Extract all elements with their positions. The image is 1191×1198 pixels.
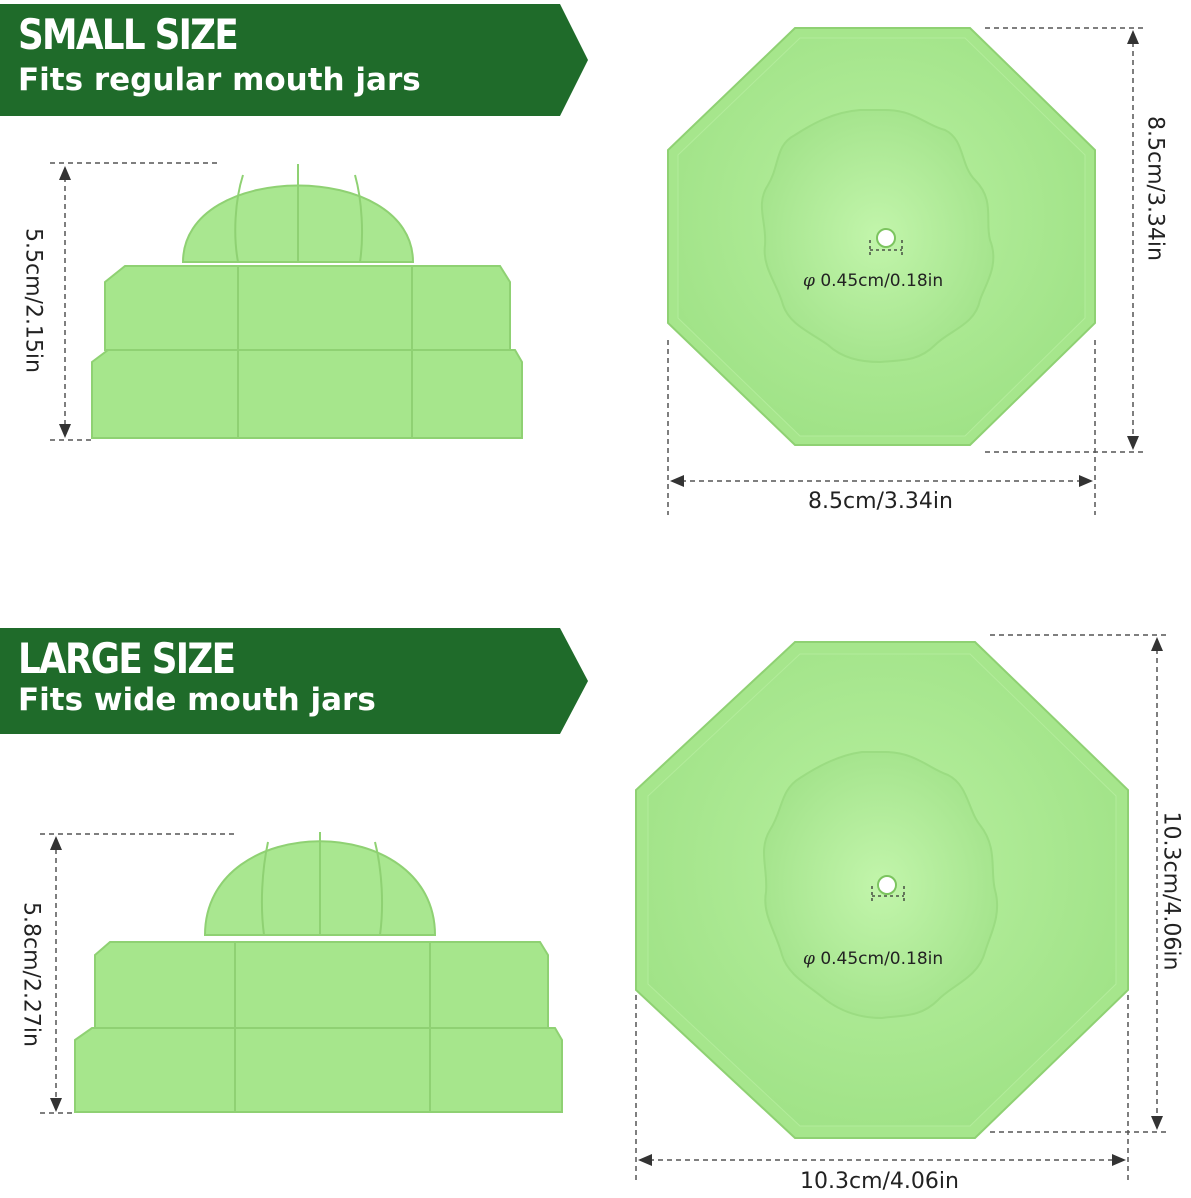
diameter-symbol: φ	[803, 949, 815, 969]
large-top-width-label: 10.3cm/4.06in	[800, 1169, 959, 1194]
small-size-subtitle: Fits regular mouth jars	[18, 62, 421, 98]
large-top-width-dimension-line	[635, 995, 1129, 1180]
large-size-banner: LARGE SIZE Fits wide mouth jars	[0, 628, 588, 734]
small-top-height-label: 8.5cm/3.34in	[1142, 116, 1168, 261]
small-top-height-dimension-line	[985, 27, 1145, 453]
large-height-dimension-line	[40, 833, 238, 1114]
small-top-view	[667, 27, 1096, 446]
small-side-view	[91, 164, 523, 439]
small-hole-marker	[869, 240, 903, 258]
large-top-view	[635, 641, 1129, 1139]
large-side-view	[74, 832, 563, 1113]
small-height-dimension-line	[50, 162, 218, 441]
diameter-symbol: φ	[803, 271, 815, 291]
small-hole-diameter: 0.45cm/0.18in	[820, 271, 944, 291]
large-size-title: LARGE SIZE	[18, 634, 236, 683]
small-top-width-label: 8.5cm/3.34in	[808, 489, 953, 514]
large-top-height-dimension-line	[990, 634, 1170, 1133]
large-hole-diameter: 0.45cm/0.18in	[820, 949, 944, 969]
large-top-height-label: 10.3cm/4.06in	[1158, 811, 1184, 971]
small-size-banner: SMALL SIZE Fits regular mouth jars	[0, 4, 588, 116]
small-hole-label: φ 0.45cm/0.18in	[803, 271, 943, 291]
large-hole-label: φ 0.45cm/0.18in	[803, 949, 943, 969]
small-top-width-dimension-line	[667, 340, 1096, 515]
small-size-title: SMALL SIZE	[18, 10, 239, 59]
large-hole-marker	[871, 886, 905, 904]
small-height-label: 5.5cm/2.15in	[20, 228, 46, 373]
large-size-subtitle: Fits wide mouth jars	[18, 682, 376, 718]
large-height-label: 5.8cm/2.27in	[18, 902, 44, 1047]
